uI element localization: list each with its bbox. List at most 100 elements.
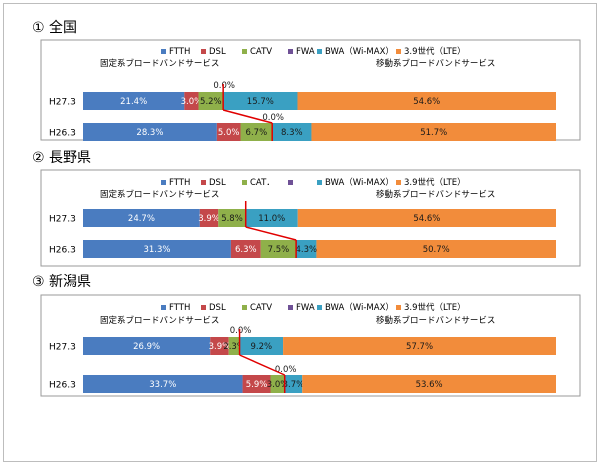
bar-segment [242,375,271,393]
section-title: ① 全国 [32,19,77,36]
legend-label: BWA（Wi-MAX） [325,46,394,57]
legend-swatch [242,49,247,54]
data-label: 0.0% [213,81,235,91]
data-label: 8.3% [281,128,303,138]
bar-segment [302,375,556,393]
data-label: 5.8% [221,214,243,224]
legend-label: CAT． [250,178,275,188]
data-label: 6.3% [235,245,257,255]
legend-swatch [201,180,206,185]
mobile-broadband-label: 移動系ブロードバンドサービス [376,189,495,200]
legend-label: 3.9世代（LTE） [404,46,466,57]
data-label: 21.4% [120,97,147,107]
legend-label: DSL [209,303,226,313]
data-label: 31.3% [143,245,170,255]
data-label: 0.0% [230,326,252,336]
bar-segment [218,209,246,227]
chart-panel-border [40,169,581,267]
legend-swatch [288,180,293,185]
data-label: 51.7% [420,128,447,138]
bar-segment [83,375,243,393]
bar-segment [297,209,556,227]
legend-swatch [201,305,206,310]
legend-swatch [396,305,401,310]
bar-segment [83,240,231,258]
data-label: 3.9% [209,342,231,352]
data-label: 57.7% [406,342,433,352]
bar-segment [240,123,273,141]
data-label: 4.3% [295,245,317,255]
bar-segment [198,92,224,110]
data-label: 2.3% [223,342,245,352]
bar-segment [260,240,297,258]
bar-segment [296,240,317,258]
legend-swatch [288,305,293,310]
bar-segment [270,375,285,393]
section-title: ② 長野県 [32,150,91,166]
data-label: 50.7% [423,245,450,255]
bar-segment [223,92,298,110]
legend-label: FWA [296,303,315,313]
bar-segment [284,375,303,393]
data-label: 5.2% [200,97,222,107]
data-label: 3.0% [267,380,289,390]
legend-label: FTTH [169,47,190,57]
data-label: 3.7% [283,380,305,390]
legend-label: FTTH [169,303,190,313]
legend-label: 3.9世代（LTE） [404,302,466,313]
data-label: 26.9% [133,342,160,352]
bar-segment [297,92,556,110]
bar-segment [216,123,241,141]
data-label: 54.6% [413,214,440,224]
category-label: H27.3 [49,343,76,353]
category-label: H26.3 [49,381,76,391]
data-label: 24.7% [128,214,155,224]
legend-swatch [396,180,401,185]
category-label: H26.3 [49,129,76,139]
bar-segment [210,337,229,355]
bar-segment [316,240,556,258]
bar-segment [311,123,556,141]
category-label: H27.3 [49,98,76,108]
legend-swatch [396,49,401,54]
legend-swatch [161,180,166,185]
bar-segment [83,209,200,227]
category-label: H27.3 [49,215,76,225]
legend-swatch [317,49,322,54]
legend-label: FTTH [169,178,190,188]
data-label: 54.6% [413,97,440,107]
data-label: 33.7% [149,380,176,390]
bar-segment [283,337,556,355]
bar-segment [239,337,284,355]
data-label: 9.2% [251,342,273,352]
bar-segment [199,209,219,227]
data-label: 15.7% [247,97,274,107]
data-label: 28.3% [136,128,163,138]
bar-segment [272,123,312,141]
bar-segment [228,337,240,355]
legend-label: 3.9世代（LTE） [404,177,466,188]
legend-swatch [242,305,247,310]
data-label: 0.0% [275,365,297,375]
fixed-broadband-label: 固定系ブロードバンドサービス [100,189,219,200]
legend-swatch [288,49,293,54]
legend-swatch [161,305,166,310]
legend-label: FWA [296,47,315,57]
bar-segment [83,337,211,355]
legend-label: DSL [209,178,226,188]
fixed-broadband-label: 固定系ブロードバンドサービス [100,315,219,326]
data-label: 7.5% [268,245,290,255]
legend-swatch [317,305,322,310]
mobile-broadband-label: 移動系ブロードバンドサービス [376,58,495,69]
legend-label: CATV [250,47,272,57]
fixed-broadband-label: 固定系ブロードバンドサービス [100,58,219,69]
figure-frame [3,3,597,462]
data-label: 5.9% [246,380,268,390]
legend-label: CATV [250,303,272,313]
data-label: 3.0% [181,97,203,107]
mobile-broadband-label: 移動系ブロードバンドサービス [376,315,495,326]
data-label: 53.6% [416,380,443,390]
legend-swatch [161,49,166,54]
data-label: 6.7% [246,128,268,138]
